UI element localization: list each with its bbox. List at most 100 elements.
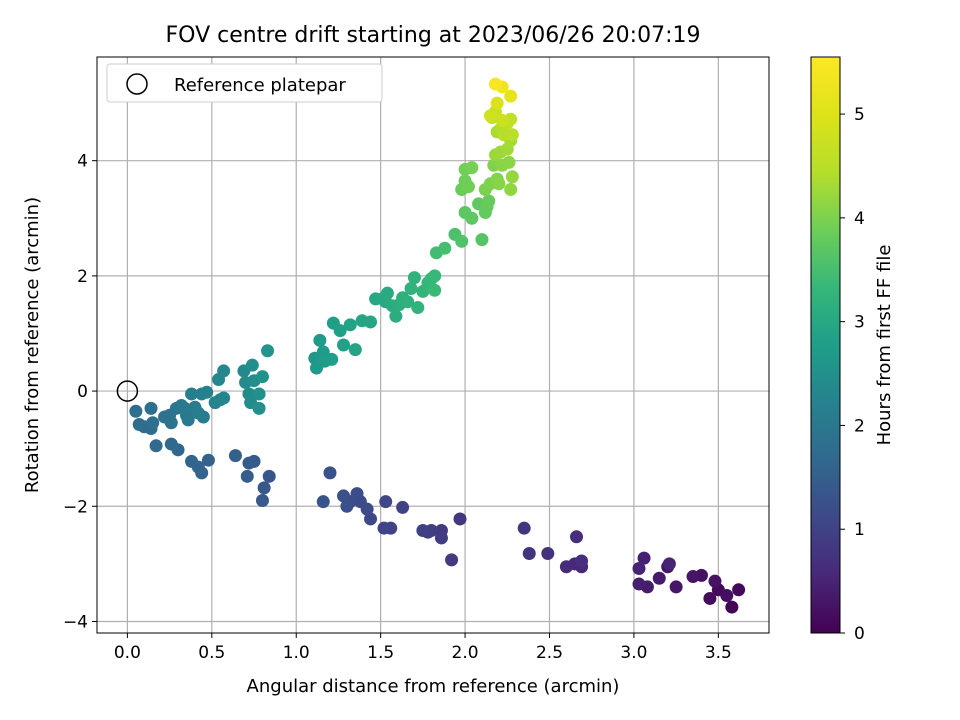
grid bbox=[97, 57, 769, 633]
reference-point bbox=[116, 380, 139, 402]
data-point bbox=[686, 570, 700, 584]
data-point bbox=[245, 358, 259, 372]
data-point bbox=[637, 551, 651, 565]
y-tick-label: 0 bbox=[77, 382, 88, 402]
data-point bbox=[316, 495, 330, 509]
data-point bbox=[364, 512, 378, 526]
data-point bbox=[185, 387, 199, 401]
data-point bbox=[522, 547, 536, 561]
data-point bbox=[255, 494, 269, 508]
colorbar-tick-label: 2 bbox=[854, 416, 865, 436]
scatter-points bbox=[129, 77, 746, 614]
data-point bbox=[337, 338, 351, 352]
y-tick-label: 2 bbox=[77, 267, 88, 287]
y-tick-label: −2 bbox=[63, 497, 88, 517]
data-point bbox=[517, 521, 531, 535]
data-point bbox=[132, 417, 146, 431]
data-point bbox=[703, 591, 717, 605]
y-tick-label: 4 bbox=[77, 152, 88, 172]
data-point bbox=[482, 194, 496, 208]
plot-frame bbox=[96, 56, 770, 634]
colorbar-ticks: 0 1 2 3 4 5 bbox=[840, 105, 865, 644]
data-point bbox=[570, 530, 584, 544]
data-point bbox=[416, 523, 430, 537]
legend-box bbox=[106, 63, 383, 103]
chart-title: FOV centre drift starting at 2023/06/26 … bbox=[166, 23, 701, 48]
data-point bbox=[492, 177, 506, 191]
data-point bbox=[325, 352, 339, 366]
legend-label-reference: Reference platepar bbox=[174, 75, 346, 96]
data-point bbox=[495, 113, 509, 127]
data-point bbox=[559, 560, 573, 574]
x-tick-label: 1.0 bbox=[283, 643, 310, 663]
data-point bbox=[541, 547, 555, 561]
data-point bbox=[575, 554, 589, 568]
data-point bbox=[488, 77, 502, 91]
data-point bbox=[725, 600, 739, 614]
data-point bbox=[262, 469, 276, 483]
data-point bbox=[504, 182, 518, 196]
data-point bbox=[407, 271, 421, 285]
x-tick-label: 2.5 bbox=[536, 643, 563, 663]
data-point bbox=[662, 557, 676, 571]
data-point bbox=[178, 401, 192, 415]
data-point bbox=[200, 385, 214, 399]
x-tick-label: 1.5 bbox=[367, 643, 394, 663]
data-point bbox=[411, 301, 425, 315]
x-tick-label: 0.5 bbox=[198, 643, 225, 663]
data-point bbox=[490, 96, 504, 110]
data-point bbox=[185, 454, 199, 468]
data-point bbox=[396, 500, 410, 514]
data-point bbox=[502, 155, 516, 169]
data-point bbox=[438, 241, 452, 255]
data-point bbox=[313, 333, 327, 347]
data-point bbox=[129, 404, 143, 418]
x-axis: 0.0 0.5 1.0 1.5 2.0 2.5 3.0 3.5 bbox=[114, 633, 732, 663]
data-point bbox=[364, 315, 378, 329]
data-point bbox=[461, 180, 475, 194]
data-point bbox=[465, 211, 479, 225]
data-point bbox=[228, 449, 242, 463]
data-point bbox=[191, 406, 205, 420]
data-point bbox=[652, 571, 666, 585]
data-point bbox=[257, 481, 271, 495]
data-point bbox=[434, 531, 448, 545]
data-point bbox=[242, 456, 256, 470]
data-point bbox=[217, 391, 231, 405]
data-point bbox=[340, 499, 354, 513]
data-point bbox=[164, 437, 178, 451]
x-axis-label: Angular distance from reference (arcmin) bbox=[247, 676, 620, 697]
data-point bbox=[240, 469, 254, 483]
data-point bbox=[453, 512, 467, 526]
data-point bbox=[149, 439, 163, 453]
data-point bbox=[348, 343, 362, 357]
data-point bbox=[379, 495, 393, 509]
colorbar-tick-label: 1 bbox=[854, 520, 865, 540]
data-point bbox=[146, 416, 160, 430]
data-point bbox=[445, 553, 459, 567]
data-point bbox=[323, 466, 337, 480]
x-tick-label: 3.5 bbox=[705, 643, 732, 663]
data-point bbox=[144, 401, 158, 415]
data-point bbox=[217, 364, 231, 378]
data-point bbox=[504, 89, 518, 103]
data-point bbox=[389, 309, 403, 323]
data-point bbox=[465, 161, 479, 175]
data-point bbox=[343, 318, 357, 332]
data-point bbox=[483, 109, 497, 123]
y-axis-label: Rotation from reference (arcmin) bbox=[22, 197, 43, 493]
data-point bbox=[475, 233, 489, 247]
data-point bbox=[632, 561, 646, 575]
data-point bbox=[428, 269, 442, 283]
data-point bbox=[669, 580, 683, 594]
data-point bbox=[708, 574, 722, 588]
data-point bbox=[401, 295, 415, 309]
data-point bbox=[252, 387, 266, 401]
data-point bbox=[255, 370, 269, 384]
data-point bbox=[632, 577, 646, 591]
x-tick-label: 2.0 bbox=[452, 643, 479, 663]
y-axis: −4 −2 0 2 4 bbox=[63, 152, 97, 632]
data-point bbox=[337, 489, 351, 503]
colorbar-tick-label: 4 bbox=[854, 209, 865, 229]
